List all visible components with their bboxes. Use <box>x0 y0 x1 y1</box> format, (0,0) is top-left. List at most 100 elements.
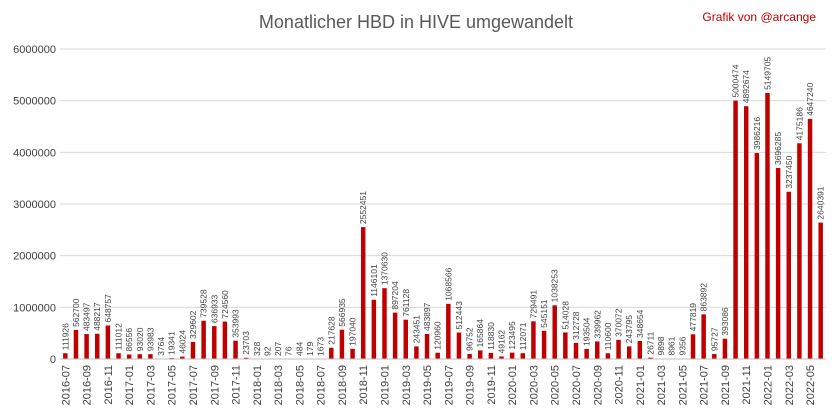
data-label: 1038253 <box>550 269 560 302</box>
data-label: 49162 <box>497 330 507 354</box>
y-tick-label: 2000000 <box>13 251 56 263</box>
data-label: 8961 <box>667 336 677 355</box>
bar <box>73 329 79 359</box>
data-label: 724560 <box>220 290 230 319</box>
x-tick-label: 2017-03 <box>145 365 157 405</box>
bar <box>105 325 111 359</box>
data-label: 636933 <box>209 294 219 323</box>
bar <box>478 350 483 359</box>
data-label: 1673 <box>316 337 326 356</box>
x-tick-label: 2017-11 <box>231 365 243 405</box>
bar <box>446 303 451 359</box>
x-tick-label: 2018-01 <box>252 365 264 405</box>
x-tick-label: 2020-03 <box>528 365 540 405</box>
data-label: 545151 <box>539 299 549 328</box>
bar <box>722 338 728 359</box>
data-label: 4175186 <box>794 107 804 140</box>
data-label: 110600 <box>603 322 613 350</box>
x-tick-label: 2017-09 <box>209 365 221 405</box>
bar <box>435 352 440 359</box>
data-label: 23703 <box>241 331 251 355</box>
data-label: 477819 <box>688 303 698 332</box>
bar <box>488 352 494 359</box>
data-label: 484 <box>294 342 304 356</box>
data-label: 118830 <box>486 322 496 350</box>
data-label: 243451 <box>411 315 421 344</box>
bar <box>690 334 696 359</box>
bar <box>126 354 132 359</box>
bar <box>201 320 206 359</box>
x-tick-label: 2022-03 <box>784 365 796 405</box>
bar <box>531 321 536 359</box>
bar <box>754 153 760 359</box>
data-label: 348654 <box>635 309 645 338</box>
bar <box>584 349 589 359</box>
bar <box>520 353 526 359</box>
x-tick-label: 2017-05 <box>167 365 179 405</box>
data-label: 96752 <box>465 327 475 351</box>
data-label: 193504 <box>582 317 592 346</box>
data-label: 3764 <box>156 337 166 356</box>
data-label: 111926 <box>60 323 70 350</box>
data-label: 5149705 <box>762 57 772 90</box>
data-label: 86556 <box>124 328 134 352</box>
data-label: 483497 <box>82 302 92 331</box>
bar <box>701 314 706 359</box>
data-label: 897204 <box>390 281 400 310</box>
bar <box>456 332 462 359</box>
bar <box>137 354 143 359</box>
x-tick-label: 2016-11 <box>103 365 115 405</box>
x-tick-label: 2020-09 <box>592 365 604 405</box>
y-tick-label: 6000000 <box>13 44 56 56</box>
data-label: 566935 <box>337 298 347 327</box>
data-label: 4892674 <box>741 70 751 103</box>
bar <box>648 357 653 359</box>
data-label: 26711 <box>645 331 655 354</box>
x-tick-label: 2020-05 <box>550 365 562 405</box>
bar <box>573 342 579 359</box>
data-label: 93983 <box>145 327 155 351</box>
y-tick-label: 0 <box>50 354 56 366</box>
x-tick-label: 2017-01 <box>124 365 136 405</box>
bar <box>222 321 228 359</box>
data-label: 9356 <box>677 336 687 355</box>
data-label: 1068566 <box>443 267 453 300</box>
data-label: 4647240 <box>805 83 815 116</box>
data-label: 2552451 <box>358 191 368 224</box>
bar <box>712 354 717 359</box>
bar <box>360 227 366 359</box>
data-label: 2640391 <box>816 186 826 219</box>
data-label: 95727 <box>709 327 719 351</box>
bar <box>818 222 823 359</box>
bar <box>212 326 217 359</box>
bar <box>339 329 345 359</box>
bar <box>180 356 185 359</box>
bar <box>382 288 387 359</box>
y-tick-label: 3000000 <box>13 199 56 211</box>
bar <box>541 330 547 359</box>
bar <box>190 341 196 359</box>
x-tick-label: 2019-03 <box>401 365 413 405</box>
bar <box>414 346 419 359</box>
data-label: 339962 <box>592 310 602 339</box>
bar <box>467 354 472 359</box>
data-label: 93020 <box>135 327 145 351</box>
x-tick-label: 2021-07 <box>699 365 711 405</box>
bar <box>786 191 791 359</box>
data-label: 19341 <box>167 331 177 355</box>
data-label: 393086 <box>720 307 730 336</box>
data-label: 648757 <box>103 294 113 323</box>
data-label: 5000474 <box>731 64 741 97</box>
x-tick-label: 2021-05 <box>677 365 689 405</box>
data-label: 729491 <box>528 290 538 319</box>
bar <box>765 92 770 359</box>
x-tick-label: 2019-01 <box>379 365 391 405</box>
data-label: 46024 <box>177 330 187 354</box>
data-label: 488217 <box>92 302 102 331</box>
data-label: 1146101 <box>369 264 379 297</box>
chart-title: Monatlicher HBD in HIVE umgewandelt <box>259 12 573 32</box>
x-axis: 2016-07 2016-09 2016-11 2017-01 2017-03 2017-… <box>60 358 826 405</box>
bar <box>509 352 515 359</box>
x-tick-label: 2019-05 <box>422 365 434 405</box>
bar <box>616 339 621 359</box>
